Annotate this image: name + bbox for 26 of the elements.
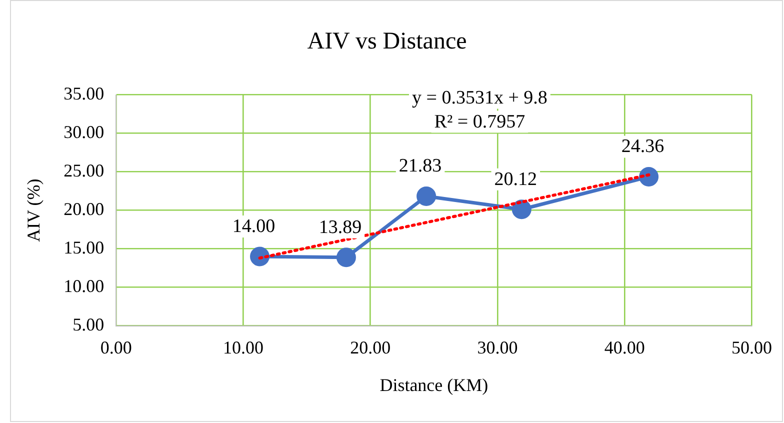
x-tick-label: 10.00 (222, 337, 264, 358)
data-label: 21.83 (398, 156, 442, 177)
x-tick-label: 30.00 (477, 337, 518, 358)
x-tick-label: 0.00 (100, 337, 132, 358)
point (336, 248, 356, 268)
point (416, 186, 436, 206)
data-label: 13.89 (318, 216, 362, 238)
x-tick-label: 40.00 (604, 337, 645, 358)
data-label: 14.00 (232, 216, 276, 237)
y-tick-label: 5.00 (72, 314, 104, 335)
x-tick-label: 50.00 (732, 337, 772, 358)
y-tick-label: 25.00 (64, 160, 104, 181)
y-tick-label: 30.00 (64, 122, 104, 142)
y-axis-title: AIV (%) (24, 178, 44, 242)
y-tick-label: 10.00 (64, 276, 104, 296)
y-tick-label: 15.00 (64, 238, 104, 258)
x-axis-title: Distance (KM) (380, 374, 488, 395)
data-label: 24.36 (621, 136, 664, 158)
x-tick-label: 20.00 (350, 337, 391, 358)
y-tick-label: 35.00 (64, 84, 104, 104)
point (512, 200, 532, 220)
y-tick-label: 20.00 (64, 199, 104, 220)
annotation: y = 0.3531x + 9.8 (412, 87, 548, 108)
data-label: 20.12 (494, 168, 538, 190)
chart-title: AIV vs Distance (307, 28, 467, 55)
annotation: R² = 0.7957 (434, 111, 526, 132)
